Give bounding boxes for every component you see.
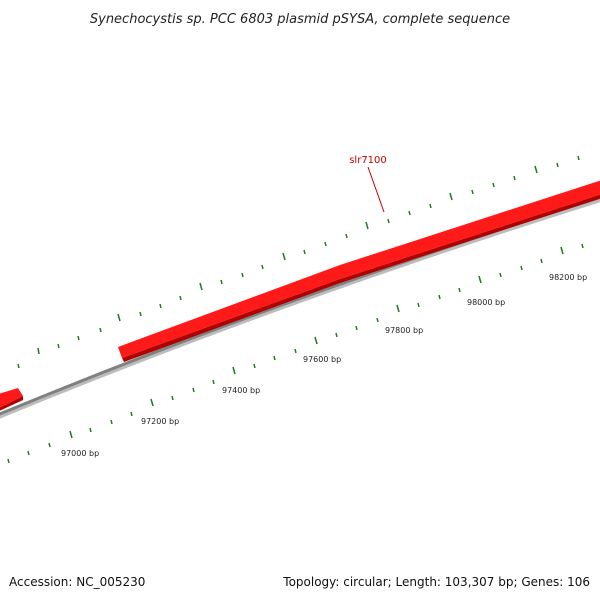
tick-label-97400: 97400 bp (222, 386, 260, 395)
topology-summary-text: Topology: circular; Length: 103,307 bp; … (282, 575, 590, 589)
tick-label-98000: 98000 bp (467, 298, 505, 307)
tick-label-97000: 97000 bp (61, 449, 99, 458)
tick-label-97200: 97200 bp (141, 417, 179, 426)
tick-label-97800: 97800 bp (385, 326, 423, 335)
tick-label-97600: 97600 bp (303, 355, 341, 364)
sequence-backbone-shadow (0, 196, 600, 419)
gene-label-slr7100[interactable]: slr7100 (349, 155, 387, 166)
tick-label-98200: 98200 bp (549, 273, 587, 282)
accession-text: Accession: NC_005230 (9, 575, 145, 589)
gene-label-leader (367, 166, 385, 213)
inner-tick-row (7, 243, 584, 464)
gene-left-edge[interactable] (0, 388, 23, 413)
outer-tick-row (17, 155, 580, 369)
gene-slr7100[interactable] (118, 179, 600, 362)
map-title: Synechocystis sp. PCC 6803 plasmid pSYSA… (90, 12, 510, 27)
